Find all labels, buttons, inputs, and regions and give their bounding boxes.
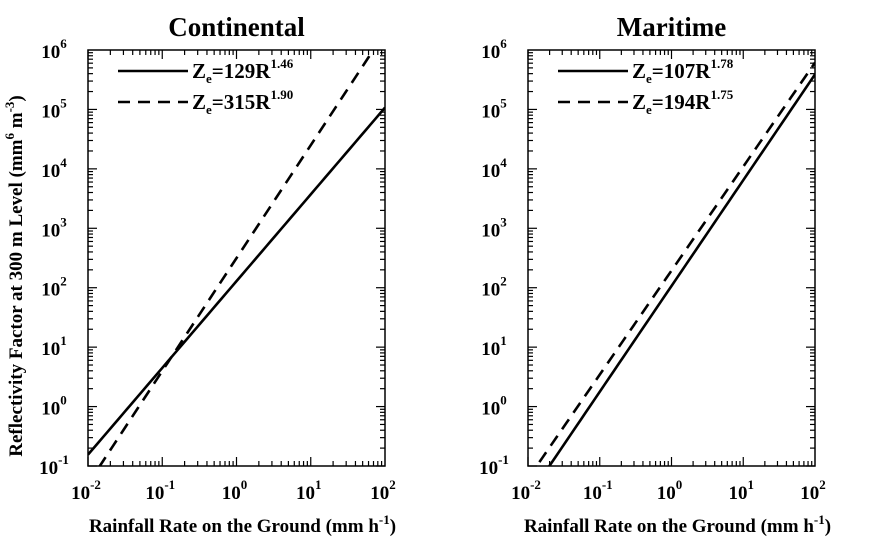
panel2-y-tick-label: 106 [481, 36, 507, 63]
panel2-x-tick-label: 102 [800, 477, 826, 504]
panel1-y-tick-label: 103 [41, 214, 67, 241]
panel2-legend-entry-1: Ze=107R1.78 [632, 56, 734, 86]
panel1-series-line-1 [88, 106, 385, 456]
panel2-x-tick-label: 10-2 [511, 477, 541, 504]
panel2-y-tick-label: 103 [481, 214, 507, 241]
panel1-legend-entry-2: Ze=315R1.90 [192, 87, 293, 117]
panel2-y-tick-label: 105 [481, 95, 507, 122]
panel1-x-tick-label: 10-1 [145, 477, 175, 504]
panel1-x-axis-label: Rainfall Rate on the Ground (mm h-1) [89, 512, 396, 537]
panel1-y-tick-label: 105 [41, 95, 67, 122]
panel2-y-tick-label: 10-1 [479, 452, 509, 479]
panel1-y-tick-label: 101 [41, 333, 67, 360]
panel1-x-tick-label: 10-2 [71, 477, 101, 504]
panel2-legend-entry-2: Ze=194R1.75 [632, 87, 734, 117]
panel2-x-tick-label: 101 [729, 477, 755, 504]
panel1-x-tick-label: 102 [370, 477, 396, 504]
panel2-y-tick-label: 101 [481, 333, 507, 360]
panel1-y-axis-label: Reflectivity Factor at 300 m Level (mm6 … [2, 95, 27, 457]
panel1-x-tick-label: 100 [222, 477, 248, 504]
panel2-series-line-2 [535, 61, 815, 466]
panel1-x-tick-label: 101 [296, 477, 322, 504]
panel2-series-line-1 [547, 73, 815, 466]
panel2-y-tick-label: 100 [481, 393, 507, 420]
panel1-chart-title: Continental [168, 12, 305, 42]
panel1-series-line-2 [98, 50, 375, 466]
panel1-y-tick-label: 102 [41, 274, 67, 301]
panel1-y-tick-label: 10-1 [39, 452, 69, 479]
panel2-x-tick-label: 100 [657, 477, 683, 504]
panel1-y-tick-label: 104 [41, 155, 67, 182]
panel1-legend-entry-1: Ze=129R1.46 [192, 56, 294, 86]
panel2-chart-title: Maritime [617, 12, 726, 42]
panel2-x-axis-label: Rainfall Rate on the Ground (mm h-1) [524, 512, 831, 537]
panel2-y-tick-label: 102 [481, 274, 507, 301]
panel2-x-tick-label: 10-1 [583, 477, 613, 504]
panel2-y-tick-label: 104 [481, 155, 507, 182]
panel1-y-tick-label: 100 [41, 393, 67, 420]
panel1-y-tick-label: 106 [41, 36, 67, 63]
